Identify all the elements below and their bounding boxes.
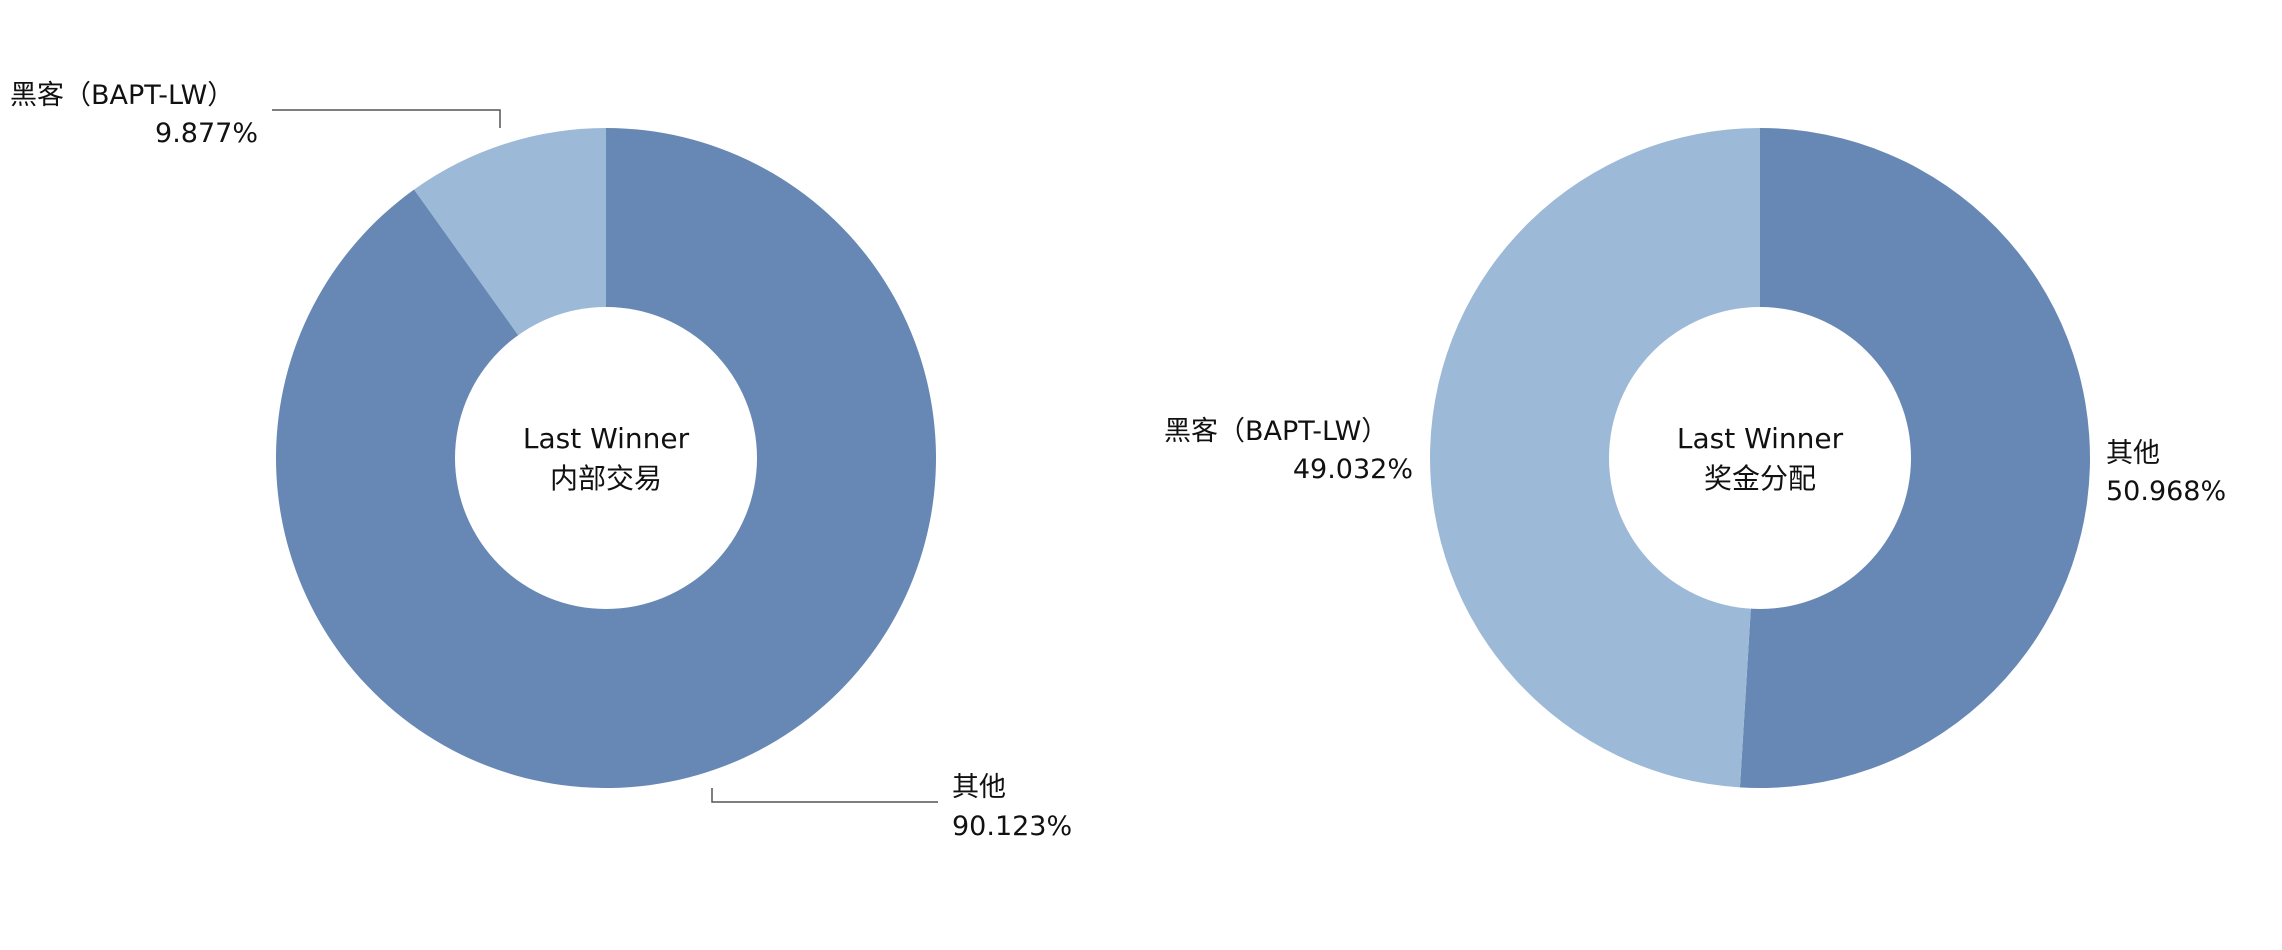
donut-1-leader-line-other [711,788,938,803]
donut-chart-2: Last Winner 奖金分配 黑客（BAPT-LW） 49.032% 其他 … [1164,128,2226,788]
donut-chart-1: Last Winner 内部交易 黑客（BAPT-LW） 9.877% 其他 9… [10,80,1072,842]
donut-2-slice-other [1739,128,2091,788]
donut-1-slice-label-other: 其他 [952,772,1006,803]
donut-2-slice-label-other: 其他 [2106,438,2160,469]
donut-1-center-line-2: 内部交易 [550,462,662,495]
donut-1-slice-value-other: 90.123% [952,811,1072,842]
donut-2-slice-value-hacker: 49.032% [1293,454,1413,485]
donut-2-slice-label-hacker: 黑客（BAPT-LW） [1164,416,1388,447]
donut-1-hole [455,307,757,609]
donut-2-slice-hacker [1430,128,1760,788]
donut-1-center-line-1: Last Winner [523,422,690,455]
donut-2-slices [1430,128,2091,788]
donut-2-slice-value-other: 50.968% [2106,476,2226,507]
donut-2-hole [1609,307,1911,609]
donut-1-leader-line-hacker [272,109,501,128]
donut-2-center-line-2: 奖金分配 [1704,462,1816,495]
donut-1-leader-spacer [712,789,940,802]
donut-1-slice-value-hacker: 9.877% [155,118,258,149]
donut-1-slice-label-hacker: 黑客（BAPT-LW） [10,80,234,111]
donut-2-center-line-1: Last Winner [1677,422,1844,455]
